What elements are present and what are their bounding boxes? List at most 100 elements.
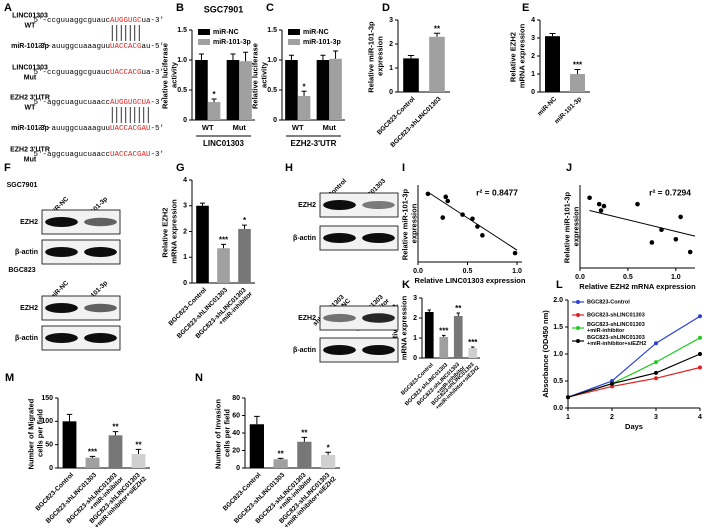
error-bar — [211, 98, 217, 102]
x-tick-label: 0.5 — [623, 274, 633, 281]
y-axis-label: Relative miR-101-3p expression — [401, 187, 419, 260]
sequence: ua-3' — [142, 17, 165, 25]
bar — [131, 454, 146, 468]
x-tick-label: 2 — [610, 414, 614, 421]
seed-sequence: AUGGUGCUA — [110, 99, 151, 107]
sequence: 3'-auuggcuaaaguu — [38, 43, 110, 51]
legend-marker — [576, 326, 580, 330]
y-tick-label: 3 — [389, 17, 393, 24]
x-tick-label: 0.5 — [463, 268, 473, 275]
panel-letter: A — [4, 2, 12, 14]
error-bar — [456, 312, 460, 316]
legend-label: BGC823-shLINC01303 +miR-inhibitor — [587, 322, 646, 334]
text-line: Number of Invasion — [214, 397, 223, 469]
text-line: cells per field — [35, 409, 44, 457]
legend-marker — [576, 300, 580, 304]
scatter-point — [443, 194, 449, 200]
y-tick-label: 1 — [389, 65, 393, 72]
y-tick-label: 1.5 — [553, 324, 563, 331]
blot-row-label: β-actin — [15, 249, 38, 256]
y-tick-label: 0.0 — [553, 405, 563, 412]
y-tick-label: 40 — [232, 430, 240, 437]
bar — [429, 36, 445, 92]
panel-letter: N — [195, 372, 203, 384]
sequence-label: LINC01303 — [12, 12, 48, 19]
sequence: 5'-ccguuaggcguauc — [33, 69, 110, 77]
error-bar — [230, 53, 236, 60]
x-tick-label: 1.0 — [671, 274, 681, 281]
error-bar — [135, 448, 142, 454]
y-tick-label: 1 — [531, 71, 535, 78]
scatter-point — [687, 249, 693, 255]
seed-sequence: UACCACG — [110, 69, 142, 77]
sequence-label: EZH2 3'UTR — [10, 94, 50, 101]
panel-letter: J — [566, 162, 572, 174]
y-tick-label: 1 — [413, 335, 417, 342]
sequence-label: miR-101-3p — [11, 43, 49, 50]
x-tick-label: Mut — [233, 123, 247, 132]
text-line: cells per field — [222, 409, 231, 457]
blot-band — [323, 345, 356, 355]
scatter-point — [596, 201, 602, 207]
error-bar — [243, 51, 249, 62]
legend-swatch — [198, 29, 210, 35]
legend-label: miR-NC — [213, 29, 239, 36]
y-tick-label: 20 — [232, 447, 240, 454]
error-bar — [574, 69, 581, 74]
blot-row-label: EZH2 — [20, 219, 38, 226]
y-axis-label: Relative EZH2 mRNA expression — [509, 23, 527, 88]
blot-band — [362, 345, 395, 355]
y-axis-label: Number of Invasion cells per field — [214, 397, 232, 469]
error-bar — [407, 55, 415, 59]
significance-label: *** — [439, 327, 449, 336]
error-bar — [66, 413, 73, 422]
x-tick-label: WT — [292, 123, 304, 132]
error-bar — [301, 436, 308, 442]
sequence: -3' — [151, 99, 165, 107]
sequence: 5'-ccguuaggcguauc — [33, 17, 110, 25]
x-tick-label: Mut — [323, 123, 337, 132]
bar — [285, 60, 298, 120]
y-tick-label: 0 — [273, 117, 277, 124]
panel-letter: D — [382, 2, 390, 14]
text-line: Relative luciferase — [161, 41, 170, 109]
text-line: Relative luciferase — [251, 41, 260, 109]
bar — [424, 312, 434, 358]
x-tick-label: 0.0 — [575, 274, 585, 281]
y-tick-label: 3 — [183, 203, 187, 210]
line-marker — [610, 381, 614, 386]
text-line: activity — [169, 61, 178, 88]
annotation: r² = 0.7294 — [649, 187, 691, 197]
x-tick-label: 0.0 — [413, 268, 423, 275]
y-tick-label: 1 — [183, 254, 187, 261]
panel-letter: I — [402, 162, 405, 174]
error-bar — [288, 54, 294, 60]
text-line: Relative miR-101-3p — [401, 187, 410, 260]
y-tick-label: 2 — [413, 315, 417, 322]
bar — [85, 457, 100, 468]
text-line: Relative miR-101-3p — [367, 19, 376, 92]
x-axis-label: Relative LINC01303 expression — [415, 276, 526, 285]
bar — [321, 454, 336, 468]
seed-sequence: UACCACGAU — [110, 125, 151, 133]
error-bar — [241, 224, 248, 229]
panel-letter: F — [4, 162, 11, 174]
significance-label: *** — [573, 61, 583, 70]
blot-row-label: β-actin — [293, 347, 316, 354]
significance-label: ** — [434, 24, 441, 33]
panel-letter: C — [266, 2, 274, 14]
bar — [316, 60, 330, 120]
blot-band — [45, 217, 78, 227]
chart-title: SGC7901 — [204, 4, 244, 14]
line-marker — [654, 360, 658, 365]
text-line: expression — [571, 206, 580, 246]
x-tick-label: 4 — [698, 414, 702, 421]
x-tick-label: 1 — [566, 414, 570, 421]
error-bar — [320, 54, 326, 60]
y-tick-label: 1.0 — [553, 351, 563, 358]
legend-label: BGC823-shLINC01303 +miR-inhibitor+siEZH2 — [587, 335, 646, 347]
y-axis-label: Absorbance (OD450 nm) — [541, 310, 550, 398]
line-marker — [698, 314, 702, 319]
panel-letter: H — [285, 162, 293, 174]
